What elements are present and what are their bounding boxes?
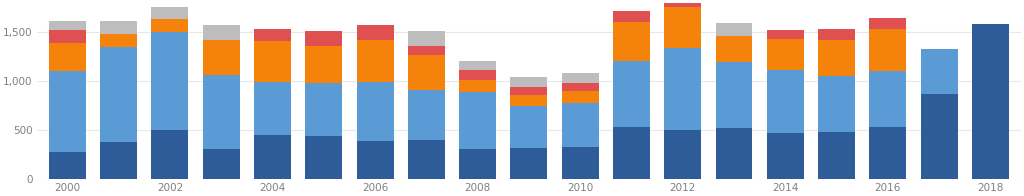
Bar <box>254 41 291 82</box>
Bar <box>510 87 548 95</box>
Bar <box>356 141 393 179</box>
Bar <box>613 11 650 22</box>
Bar <box>49 21 86 30</box>
Bar <box>767 30 804 39</box>
Bar <box>510 148 548 179</box>
Bar <box>716 23 753 36</box>
Bar <box>100 21 137 34</box>
Bar <box>203 75 240 149</box>
Bar <box>49 30 86 43</box>
Bar <box>613 61 650 127</box>
Bar <box>203 25 240 40</box>
Bar <box>49 71 86 152</box>
Bar <box>459 80 496 92</box>
Bar <box>254 135 291 179</box>
Bar <box>408 90 444 140</box>
Bar <box>665 0 701 7</box>
Bar <box>665 48 701 130</box>
Bar <box>305 46 342 83</box>
Bar <box>100 34 137 47</box>
Bar <box>356 40 393 82</box>
Bar <box>665 7 701 48</box>
Bar <box>152 7 188 19</box>
Bar <box>408 140 444 179</box>
Bar <box>767 70 804 133</box>
Bar <box>408 46 444 55</box>
Bar <box>818 76 855 132</box>
Bar <box>203 40 240 75</box>
Bar <box>510 77 548 87</box>
Bar <box>716 36 753 62</box>
Bar <box>562 147 599 179</box>
Bar <box>665 130 701 179</box>
Bar <box>305 31 342 46</box>
Bar <box>49 43 86 71</box>
Bar <box>356 25 393 40</box>
Bar <box>254 82 291 135</box>
Bar <box>459 92 496 149</box>
Bar <box>562 83 599 91</box>
Bar <box>818 40 855 76</box>
Bar <box>716 62 753 128</box>
Bar <box>459 61 496 70</box>
Bar <box>152 19 188 32</box>
Bar <box>869 127 906 179</box>
Bar <box>254 29 291 41</box>
Bar <box>869 18 906 29</box>
Bar <box>562 91 599 103</box>
Bar <box>152 32 188 130</box>
Bar <box>459 70 496 80</box>
Bar <box>869 29 906 71</box>
Bar <box>305 83 342 136</box>
Bar <box>767 39 804 70</box>
Bar <box>408 31 444 46</box>
Bar <box>972 24 1009 179</box>
Bar <box>818 29 855 40</box>
Bar <box>305 136 342 179</box>
Bar <box>49 152 86 179</box>
Bar <box>562 103 599 147</box>
Bar <box>510 106 548 148</box>
Bar <box>100 47 137 142</box>
Bar <box>562 73 599 83</box>
Bar <box>408 55 444 90</box>
Bar <box>716 128 753 179</box>
Bar <box>921 94 957 179</box>
Bar <box>921 49 957 94</box>
Bar <box>459 149 496 179</box>
Bar <box>613 22 650 61</box>
Bar <box>510 95 548 106</box>
Bar <box>100 142 137 179</box>
Bar <box>818 132 855 179</box>
Bar <box>767 133 804 179</box>
Bar <box>869 71 906 127</box>
Bar <box>613 127 650 179</box>
Bar <box>152 130 188 179</box>
Bar <box>356 82 393 141</box>
Bar <box>203 149 240 179</box>
